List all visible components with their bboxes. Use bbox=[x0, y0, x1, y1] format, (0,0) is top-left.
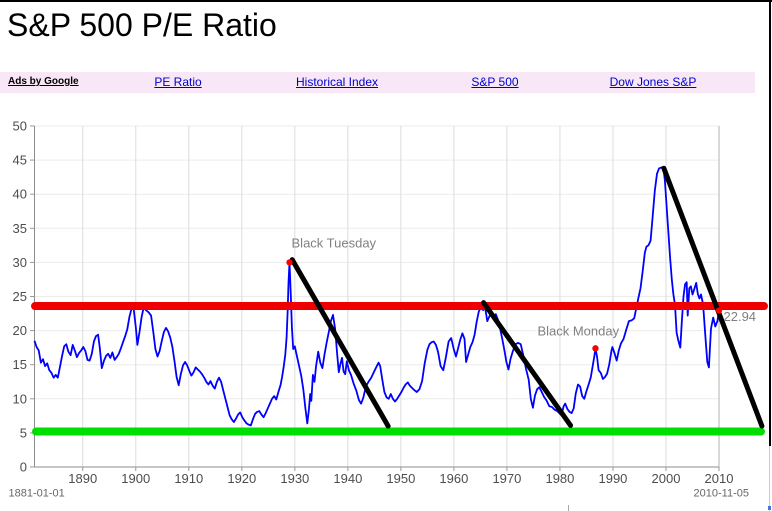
annotation-dot bbox=[592, 345, 599, 352]
scrollbar-corner-fragment[interactable] bbox=[768, 506, 771, 510]
chart-grid bbox=[30, 125, 720, 471]
x-axis-label: 1960 bbox=[439, 471, 468, 486]
x-axis-label: 1920 bbox=[227, 471, 256, 486]
y-axis-label: 30 bbox=[13, 255, 27, 270]
window-right-border bbox=[769, 0, 771, 446]
ad-link-pe-ratio[interactable]: PE Ratio bbox=[154, 75, 202, 89]
ad-link-dow-jones-s-p[interactable]: Dow Jones S&P bbox=[609, 75, 697, 89]
y-axis-label: 45 bbox=[13, 153, 27, 168]
y-axis-label: 0 bbox=[20, 460, 27, 475]
ad-link-s-p-500[interactable]: S&P 500 bbox=[471, 75, 519, 89]
annotation-dot bbox=[286, 259, 293, 266]
end-date-label: 2010-11-05 bbox=[694, 488, 749, 500]
window-top-border bbox=[0, 0, 772, 2]
annotation-label: Black Tuesday bbox=[292, 235, 377, 250]
annotation-dot bbox=[715, 307, 723, 314]
y-axis-label: 5 bbox=[20, 425, 27, 440]
chart-series bbox=[33, 165, 720, 427]
annotation-label: 22.94 bbox=[724, 309, 757, 324]
y-axis-label: 40 bbox=[13, 187, 27, 202]
y-axis-label: 15 bbox=[13, 357, 27, 372]
ads-by-google-label: Ads by Google bbox=[8, 76, 79, 87]
trend-1929-crash bbox=[289, 257, 391, 429]
x-axis-label: 1990 bbox=[598, 471, 627, 486]
y-axis-label: 50 bbox=[13, 119, 27, 134]
x-axis-label: 1910 bbox=[174, 471, 203, 486]
x-axis-label: 1900 bbox=[121, 471, 150, 486]
y-axis-label: 25 bbox=[13, 289, 27, 304]
x-axis-label: 2000 bbox=[652, 471, 681, 486]
x-axis-label: 1970 bbox=[492, 471, 521, 486]
annotation-label: Black Monday bbox=[537, 323, 619, 338]
chart-threshold-lines bbox=[31, 302, 768, 436]
x-axis-label: 1950 bbox=[386, 471, 415, 486]
x-axis-label: 1940 bbox=[333, 471, 362, 486]
chart-axis-labels: 0 5 10 15 20 25 30 35 40 45 50 1890 1900 1910 1920 1930… bbox=[9, 119, 750, 500]
pe-ratio-line bbox=[33, 165, 720, 427]
ads-bar: Ads by Google PE Ratio Historical Index S&… bbox=[0, 72, 755, 93]
y-axis-label: 10 bbox=[13, 391, 27, 406]
x-axis-label: 2010 bbox=[705, 471, 734, 486]
x-axis-label: 1890 bbox=[68, 471, 97, 486]
chart-annotations: Black Tuesday Black Monday 22.94 bbox=[286, 235, 757, 352]
y-axis-label: 20 bbox=[13, 323, 27, 338]
page-title: S&P 500 P/E Ratio bbox=[7, 7, 277, 43]
x-axis-label: 1930 bbox=[280, 471, 309, 486]
ad-link-historical-index[interactable]: Historical Index bbox=[295, 75, 379, 89]
chart-trend-lines bbox=[289, 165, 765, 429]
y-axis-label: 35 bbox=[13, 221, 27, 236]
scrollbar-track-fragment bbox=[769, 446, 770, 511]
x-axis-label: 1980 bbox=[545, 471, 574, 486]
page-bottom-tick bbox=[568, 505, 569, 511]
trend-2000-crash bbox=[661, 165, 765, 429]
trend-1966-bear bbox=[481, 300, 574, 428]
start-date-label: 1881-01-01 bbox=[9, 488, 65, 500]
